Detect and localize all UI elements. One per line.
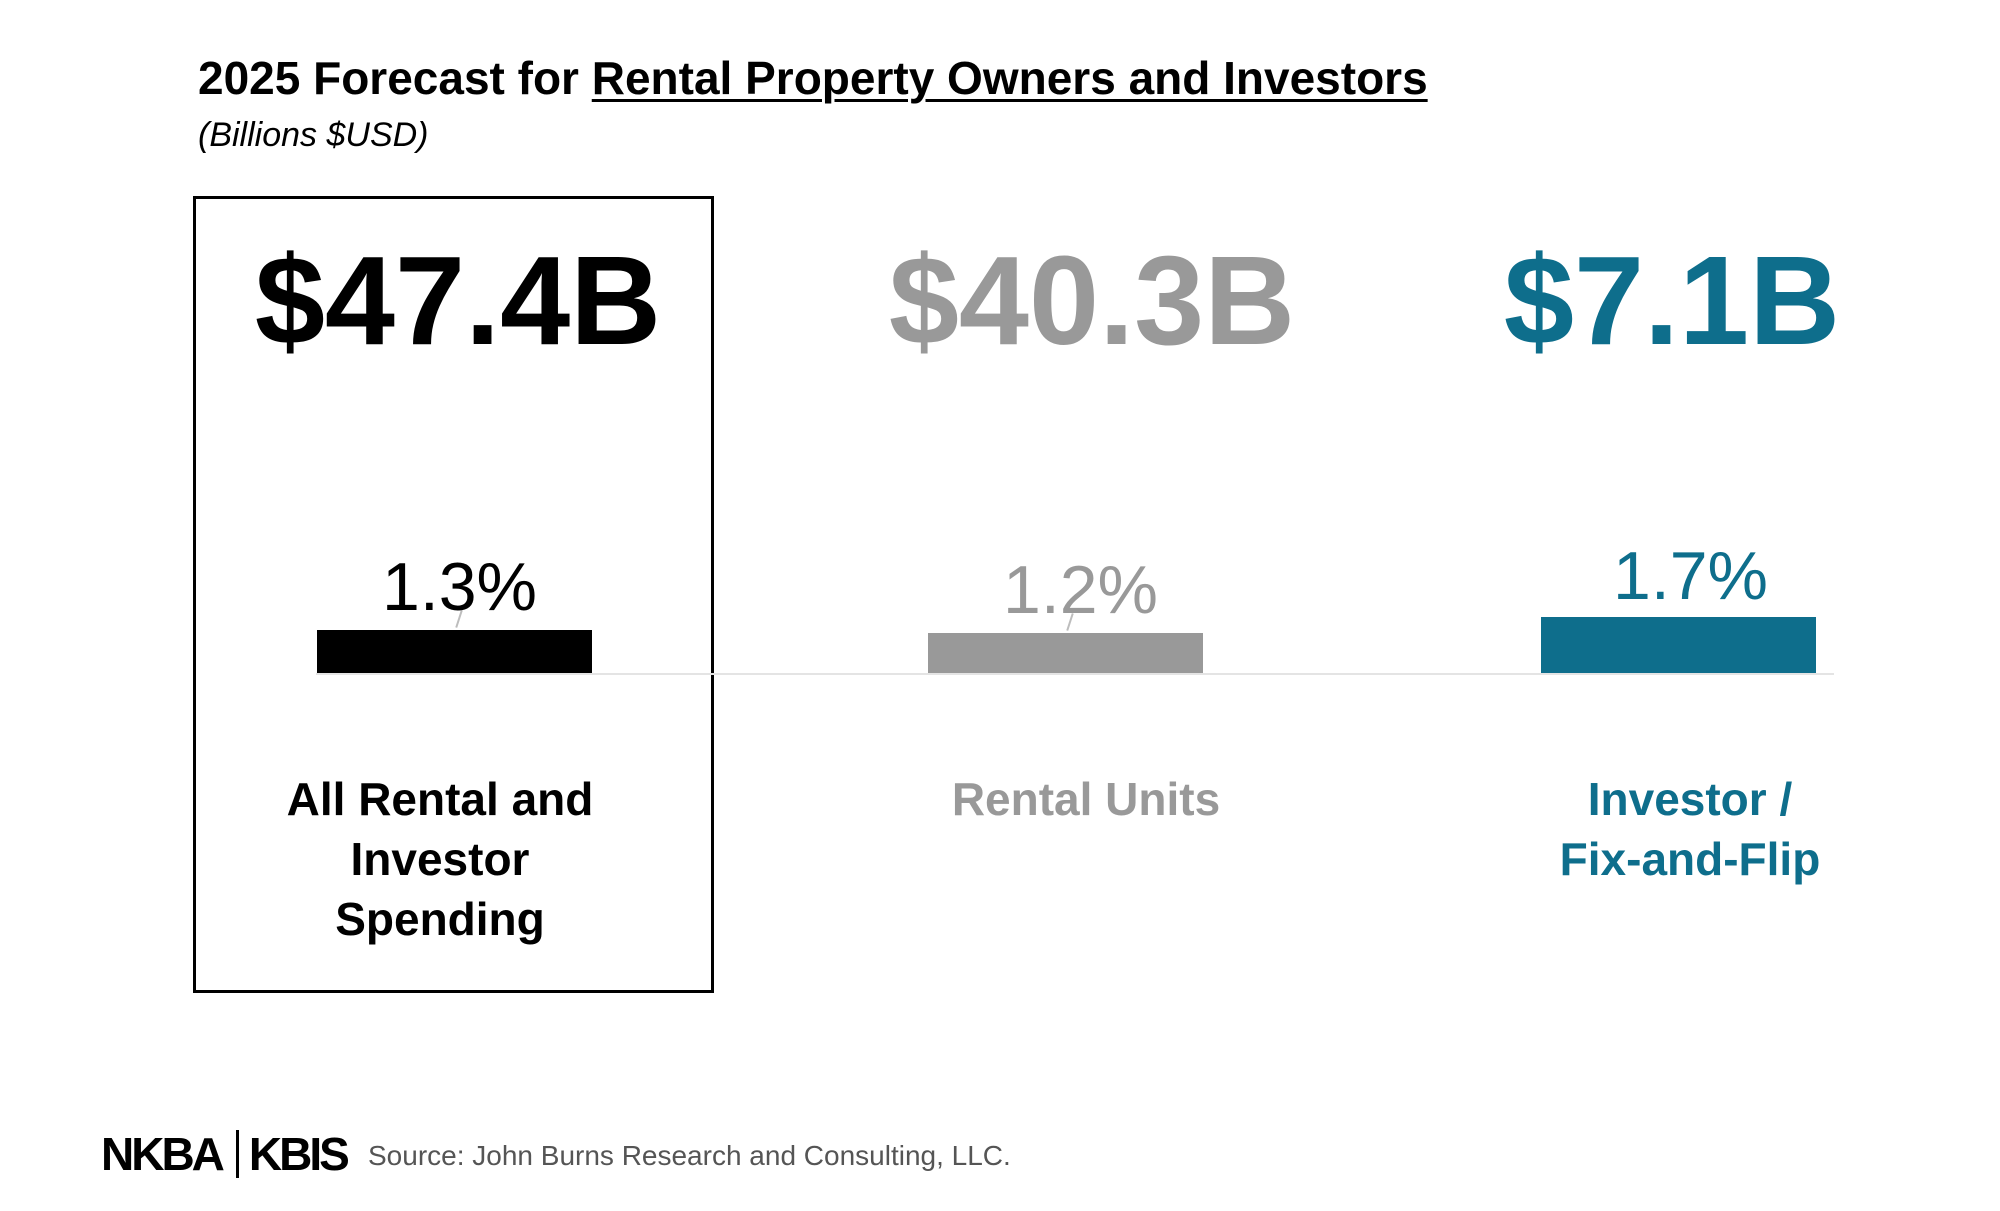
category-label-line: Investor	[350, 832, 530, 885]
logo-kbis: KBIS	[248, 1128, 350, 1180]
spending-value-rental-units: $40.3B	[888, 230, 1296, 371]
chart-title-underlined: Rental Property Owners and Investors	[591, 52, 1428, 104]
chart-title: 2025 Forecast for Rental Property Owners…	[198, 52, 1428, 105]
chart-title-prefix: 2025 Forecast for	[198, 52, 592, 104]
highlight-box-total	[193, 196, 714, 993]
category-label-line: Fix-and-Flip	[1559, 832, 1821, 885]
category-label-line: Investor /	[1587, 773, 1793, 825]
category-label-line: All Rental and	[286, 773, 594, 825]
growth-bar-rental-units	[928, 633, 1203, 673]
spending-value-investor: $7.1B	[1503, 230, 1841, 371]
category-label-rental-units: Rental Units	[866, 770, 1306, 830]
category-label-total: All Rental and Investor Spending	[220, 770, 660, 949]
growth-bar-investor	[1541, 617, 1816, 673]
category-label-investor: Investor / Fix-and-Flip	[1470, 770, 1910, 890]
category-label-line: Rental Units	[951, 773, 1221, 825]
spending-value-total: $47.4B	[254, 230, 662, 371]
nkba-kbis-logo: NKBA KBIS	[101, 1128, 350, 1180]
growth-bar-total	[317, 630, 592, 673]
logo-nkba: NKBA	[101, 1128, 225, 1180]
source-note: Source: John Burns Research and Consulti…	[368, 1140, 1011, 1171]
chart-baseline	[316, 673, 1834, 675]
logo-divider	[235, 1130, 239, 1178]
chart-subtitle: (Billions $USD)	[198, 116, 429, 154]
growth-label-investor: 1.7%	[1613, 538, 1768, 614]
category-label-line: Spending	[335, 892, 545, 945]
growth-label-rental-units: 1.2%	[1003, 552, 1158, 628]
growth-label-total: 1.3%	[382, 549, 537, 625]
